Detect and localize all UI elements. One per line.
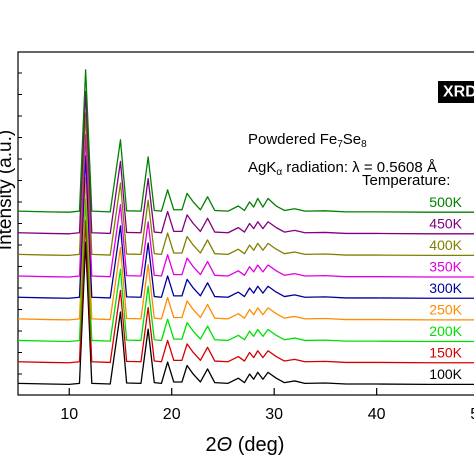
- series-label: 400K: [429, 237, 462, 253]
- x-tick-label: 50: [470, 406, 474, 423]
- annotation-part: AgK: [248, 159, 276, 176]
- x-tick-label: 20: [163, 406, 181, 423]
- annotation-part: Powdered Fe: [248, 131, 337, 148]
- annotation: Powdered Fe7Se8: [248, 131, 367, 150]
- series-label: 250K: [429, 302, 462, 318]
- series-line: [17, 219, 474, 364]
- series-label: 300K: [429, 280, 462, 296]
- y-axis-label: Intensity (a.u.): [0, 130, 16, 250]
- series-line: [17, 198, 474, 343]
- legend-title: Temperature:: [362, 172, 450, 189]
- series-line: [17, 155, 474, 299]
- x-tick-label: 40: [368, 406, 386, 423]
- series-line: [17, 90, 474, 235]
- annotation-sub: α: [276, 167, 282, 178]
- series-line: [17, 134, 474, 278]
- series-line: [17, 69, 474, 213]
- series-label: 100K: [429, 366, 462, 382]
- annotation: AgKα radiation: λ = 0.5608 Å: [248, 159, 437, 178]
- series-label: 150K: [429, 344, 462, 360]
- series-line: [17, 112, 474, 257]
- x-label-part: Θ: [217, 434, 233, 456]
- badge: XRD: [443, 84, 474, 101]
- x-label-part: 2: [206, 434, 217, 456]
- series-label: 450K: [429, 215, 462, 231]
- series-line: [17, 176, 474, 321]
- annotation-sub: 7: [337, 139, 343, 150]
- annotation-sub: 8: [361, 139, 367, 150]
- x-tick-label: 10: [60, 406, 78, 423]
- annotation-part: Se: [343, 131, 361, 148]
- x-axis-label: 2Θ (deg): [206, 434, 285, 456]
- series-label: 500K: [429, 194, 462, 210]
- series-label: 200K: [429, 323, 462, 339]
- badge-box: [438, 81, 474, 103]
- series-label: 350K: [429, 259, 462, 275]
- series-line: [17, 241, 474, 386]
- annotation-part: radiation: λ = 0.5608 Å: [282, 159, 437, 176]
- x-tick-label: 30: [265, 406, 283, 423]
- x-label-part: (deg): [232, 434, 284, 456]
